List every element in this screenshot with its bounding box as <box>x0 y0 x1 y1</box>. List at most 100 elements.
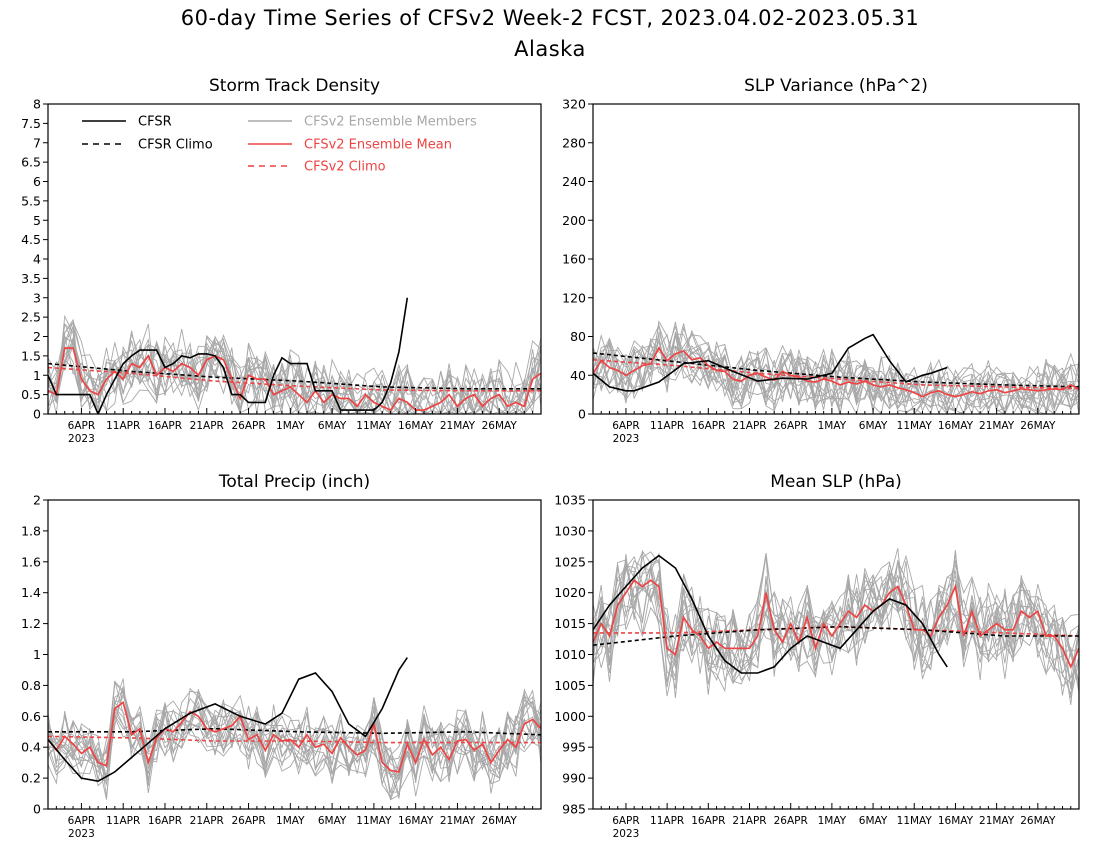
panel-frame <box>47 499 542 810</box>
x-tick-label: 16APR <box>148 420 182 432</box>
x-tick-label: 6MAY <box>318 815 347 827</box>
ensemble-mean-line <box>48 347 541 412</box>
x-tick-label: 6APR <box>612 815 640 827</box>
x-tick-label: 21MAY <box>440 420 476 432</box>
y-tick-label: 0 <box>33 802 41 817</box>
panel-3: Total Precip (inch) 0 0.2 0.4 0.6 0.8 1 1.2 1.4 1… <box>21 472 542 840</box>
x-tick-label: 21APR <box>732 815 766 827</box>
y-tick-label: 3 <box>33 290 41 305</box>
x-tick-label: 26MAY <box>482 420 518 432</box>
ensemble-member-line <box>593 560 1079 699</box>
y-tick-label: 7.5 <box>21 116 41 131</box>
y-tick-label: 5 <box>33 213 41 228</box>
y-tick-label: 1005 <box>554 678 586 693</box>
x-tick-label: 26APR <box>231 420 265 432</box>
ensemble-member-line <box>48 678 541 781</box>
legend-label-members: CFSv2 Ensemble Members <box>304 115 477 130</box>
y-tick-label: 995 <box>562 740 586 755</box>
y-tick-label: 1020 <box>554 585 586 600</box>
x-tick-label: 16APR <box>691 420 725 432</box>
cfsr-line <box>48 657 408 783</box>
x-tick-label: 21APR <box>190 815 224 827</box>
y-tick-label: 6.5 <box>21 155 41 170</box>
x-tick-label: 1MAY <box>818 815 847 827</box>
y-tick-label: 0.4 <box>21 740 41 755</box>
y-tick-label: 985 <box>562 802 586 817</box>
y-tick-label: 1.5 <box>21 348 41 363</box>
y-tick-label: 0 <box>33 407 41 422</box>
page-title: 60-day Time Series of CFSv2 Week-2 FCST,… <box>180 6 920 30</box>
ensemble-member-line <box>593 550 1079 697</box>
y-tick-label: 8 <box>33 97 41 112</box>
ensemble-member-line <box>593 333 1079 414</box>
x-tick-label: 16MAY <box>938 420 974 432</box>
x-tick-label: 26APR <box>774 420 808 432</box>
x-year-label: 2023 <box>613 433 640 445</box>
plot-area <box>593 320 1079 414</box>
ensemble-member-line <box>48 320 541 414</box>
plot-area <box>593 548 1079 705</box>
y-tick-label: 1010 <box>554 647 586 662</box>
y-tick-label: 1 <box>33 647 41 662</box>
ensemble-member-line <box>593 331 1079 414</box>
x-tick-label: 26MAY <box>1020 420 1056 432</box>
x-tick-label: 11MAY <box>897 815 933 827</box>
x-tick-label: 11MAY <box>356 815 392 827</box>
y-tick-label: 2.5 <box>21 310 41 325</box>
legend-label-cfsv2-climo: CFSv2 Climo <box>304 160 386 175</box>
cfsr-line <box>48 297 409 414</box>
x-year-label: 2023 <box>68 433 95 445</box>
y-tick-label: 40 <box>570 368 586 383</box>
cfsr-climo-line <box>593 352 1079 388</box>
x-tick-label: 6APR <box>68 815 96 827</box>
x-tick-label: 6MAY <box>859 420 888 432</box>
ensemble-member-line <box>48 323 541 414</box>
ensemble-member-line <box>593 570 1079 699</box>
ensemble-member-line <box>593 569 1079 693</box>
ensemble-member-line <box>593 550 1079 690</box>
y-tick-label: 1.8 <box>21 523 41 538</box>
legend-label-cfsr-climo: CFSR Climo <box>138 138 213 153</box>
y-tick-label: 5.5 <box>21 193 41 208</box>
x-tick-label: 21APR <box>190 420 224 432</box>
x-tick-label: 11APR <box>106 815 140 827</box>
plot-area <box>48 657 541 801</box>
legend-label-cfsr: CFSR <box>138 115 172 130</box>
panel-frame <box>592 103 1080 415</box>
x-tick-label: 16MAY <box>938 815 974 827</box>
ensemble-member-line <box>48 680 541 799</box>
panel-title: Storm Track Density <box>209 76 380 96</box>
ensemble-member-line <box>593 565 1079 686</box>
y-tick-label: 1.6 <box>21 554 41 569</box>
ensemble-member-line <box>48 687 541 794</box>
y-tick-label: 4.5 <box>21 232 41 247</box>
panel-frame <box>592 499 1080 810</box>
y-tick-label: 1.2 <box>21 616 41 631</box>
x-year-label: 2023 <box>613 828 640 840</box>
y-tick-label: 160 <box>562 252 586 267</box>
x-tick-label: 16MAY <box>398 815 434 827</box>
panel-frame <box>47 103 542 415</box>
cfsr-line <box>593 333 948 392</box>
x-tick-label: 11MAY <box>356 420 392 432</box>
y-tick-label: 80 <box>570 329 586 344</box>
x-tick-label: 21MAY <box>440 815 476 827</box>
x-tick-label: 26APR <box>774 815 808 827</box>
x-tick-label: 16APR <box>148 815 182 827</box>
legend-label-mean: CFSv2 Ensemble Mean <box>304 138 452 153</box>
panel-1: Storm Track Density 0 0.5 1 1.5 2 2.5 3 3.5 4 4.5 5… <box>21 76 542 445</box>
cfsv2-climo-line <box>593 359 1079 390</box>
y-tick-label: 2 <box>33 329 41 344</box>
panel-4: Mean SLP (hPa) 985 990 995 1000 1005 1010 1015 1… <box>554 472 1080 840</box>
y-tick-label: 1000 <box>554 709 586 724</box>
y-tick-label: 990 <box>562 771 586 786</box>
x-tick-label: 21APR <box>732 420 766 432</box>
x-tick-label: 6MAY <box>318 420 347 432</box>
x-tick-label: 11APR <box>106 420 140 432</box>
y-tick-label: 2 <box>33 493 41 508</box>
ensemble-member-line <box>593 332 1079 414</box>
y-tick-label: 0.6 <box>21 709 41 724</box>
y-tick-label: 0.5 <box>21 387 41 402</box>
x-tick-label: 11APR <box>650 420 684 432</box>
